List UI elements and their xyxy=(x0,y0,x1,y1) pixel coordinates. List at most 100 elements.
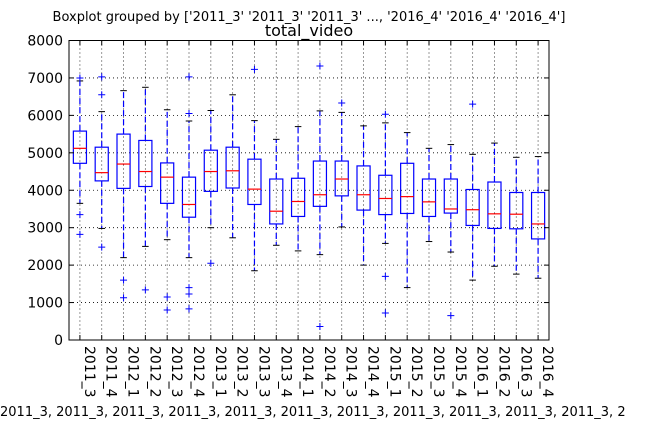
flier-marker xyxy=(338,99,346,107)
flier-marker xyxy=(120,276,128,284)
x-tick-label: 2013_2 xyxy=(234,346,250,398)
box-2013_3 xyxy=(247,65,262,272)
flier-marker xyxy=(185,110,193,118)
flier-marker xyxy=(381,309,389,317)
box-iqr xyxy=(94,146,109,182)
box-iqr xyxy=(421,178,437,218)
box-2015_3 xyxy=(421,147,437,243)
flier-marker xyxy=(316,62,324,70)
chart-suptitle: Boxplot grouped by ['2011_3' '2011_3' '2… xyxy=(53,10,566,25)
box-2012_4 xyxy=(181,73,197,313)
box-iqr xyxy=(443,178,458,214)
box-iqr xyxy=(269,178,284,225)
box-2016_1 xyxy=(465,100,480,281)
flier-marker xyxy=(141,286,149,294)
grid xyxy=(69,40,549,341)
y-tick-label: 0 xyxy=(54,333,63,349)
x-tick-label: 2014_3 xyxy=(343,346,359,398)
box-2016_4 xyxy=(530,156,546,279)
y-tick-label: 2000 xyxy=(27,258,63,274)
box-iqr xyxy=(225,146,240,189)
x-tick-label: 2012_3 xyxy=(168,346,184,398)
box-iqr xyxy=(160,162,175,204)
flier-marker xyxy=(185,305,193,313)
x-tick-label: 2015_4 xyxy=(452,346,468,398)
box-2014_4 xyxy=(356,125,371,266)
box-2016_2 xyxy=(487,142,502,267)
box-2015_1 xyxy=(378,110,393,317)
box-2014_3 xyxy=(334,99,349,228)
box-iqr xyxy=(116,133,131,189)
box-2016_3 xyxy=(509,156,524,275)
boxes xyxy=(72,62,546,331)
box-2015_2 xyxy=(400,132,415,289)
x-tick-label: 2014_4 xyxy=(365,346,381,398)
flier-marker xyxy=(447,312,455,320)
box-2011_4 xyxy=(94,73,109,251)
x-tick-label: 2014_2 xyxy=(321,346,337,398)
box-iqr xyxy=(247,158,262,206)
x-tick-label: 2016_1 xyxy=(474,346,490,398)
y-tick-label: 6000 xyxy=(27,108,63,124)
y-axis: 0 1000 2000 3000 4000 5000 6000 7000 8000 xyxy=(27,34,549,349)
x-tick-label: 2011_4 xyxy=(103,346,119,398)
flier-marker xyxy=(98,243,106,251)
y-tick-label: 4000 xyxy=(27,183,63,199)
box-2012_2 xyxy=(138,86,153,294)
flier-marker xyxy=(98,73,106,81)
x-tick-label: 2015_2 xyxy=(408,346,424,398)
flier-marker xyxy=(76,211,84,219)
flier-marker xyxy=(163,293,171,301)
box-iqr xyxy=(138,139,153,188)
box-iqr xyxy=(465,188,480,227)
x-tick-label: 2013_1 xyxy=(212,346,228,398)
x-tick-label: 2013_3 xyxy=(255,346,271,398)
x-tick-label: 2016_4 xyxy=(539,346,555,398)
flier-marker xyxy=(185,284,193,292)
box-2013_4 xyxy=(269,138,284,246)
x-tick-label: 2011_3 xyxy=(81,346,97,398)
y-tick-label: 1000 xyxy=(27,296,63,312)
x-tick-label: 2014_1 xyxy=(299,346,315,398)
box-iqr xyxy=(72,130,88,164)
y-tick-label: 3000 xyxy=(27,221,63,237)
x-tick-label: 2012_4 xyxy=(190,346,206,398)
x-tick-label: 2016_3 xyxy=(517,346,533,398)
box-2014_1 xyxy=(290,126,306,252)
x-tick-label: 2012_2 xyxy=(146,346,162,398)
box-iqr xyxy=(509,191,524,230)
box-2012_3 xyxy=(160,109,175,314)
x-tick-label: 2015_1 xyxy=(386,346,402,398)
flier-marker xyxy=(250,65,258,73)
box-2012_1 xyxy=(116,90,131,302)
box-iqr xyxy=(530,191,546,240)
box-2013_1 xyxy=(203,110,218,267)
flier-marker xyxy=(76,230,84,238)
x-tick-label: 2016_2 xyxy=(495,346,511,398)
box-iqr xyxy=(487,181,502,230)
box-2015_4 xyxy=(443,144,458,320)
flier-marker xyxy=(163,306,171,314)
x-axis: 2011_3 2011_4 2012_1 2012_2 2012_3 2012_4 2013… xyxy=(79,40,555,398)
box-iqr xyxy=(312,160,328,207)
x-axis-label: 2011_3, 2011_3, 2011_3, 2011_3, 2011_3, … xyxy=(0,405,626,420)
box-iqr xyxy=(181,176,197,218)
flier-marker xyxy=(381,110,389,118)
box-2014_2 xyxy=(312,62,328,331)
flier-marker xyxy=(381,272,389,280)
flier-marker xyxy=(185,290,193,298)
box-2011_3 xyxy=(72,74,88,238)
y-tick-label: 8000 xyxy=(27,34,63,50)
x-tick-label: 2015_3 xyxy=(430,346,446,398)
y-tick-label: 5000 xyxy=(27,146,63,162)
box-iqr xyxy=(203,149,218,192)
box-iqr xyxy=(290,177,306,218)
x-tick-label: 2013_4 xyxy=(277,346,293,398)
flier-marker xyxy=(469,100,477,108)
flier-marker xyxy=(98,91,106,99)
flier-marker xyxy=(316,323,324,331)
box-iqr xyxy=(378,174,393,216)
flier-marker xyxy=(120,294,128,302)
flier-marker xyxy=(185,73,193,81)
